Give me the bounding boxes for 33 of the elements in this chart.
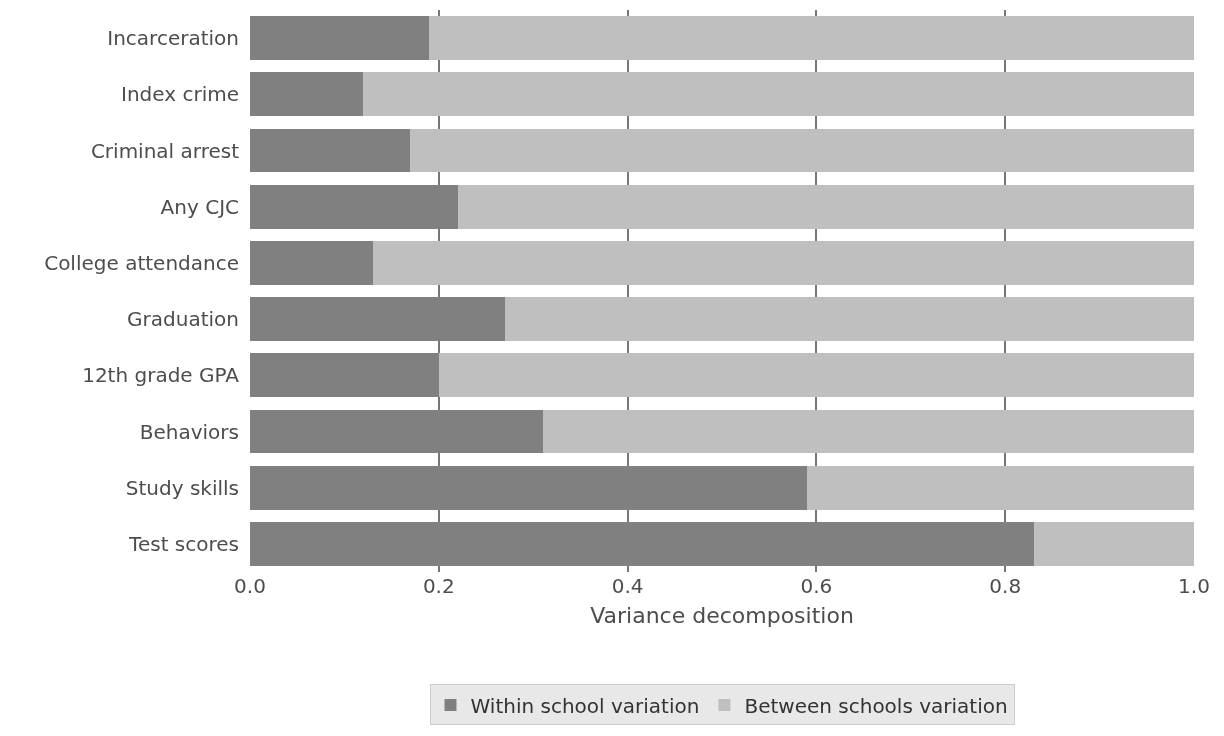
y-tick-label: Test scores <box>128 531 239 556</box>
bar <box>250 16 430 61</box>
x-axis-title: Variance decomposition <box>590 602 854 628</box>
y-tick-label: Any CJC <box>160 194 239 219</box>
bar <box>250 72 364 117</box>
bar <box>457 184 1194 229</box>
bar <box>363 72 1194 117</box>
bar <box>372 240 1194 285</box>
x-tick-label: 0.6 <box>800 574 833 598</box>
y-tick-label: Graduation <box>127 307 239 332</box>
y-tick-label: Index crime <box>121 82 239 107</box>
bar <box>1033 521 1194 566</box>
legend-label: Between schools variation <box>744 693 1008 718</box>
x-tick-label: 1.0 <box>1178 574 1210 598</box>
y-tick-label: College attendance <box>44 250 239 275</box>
bar <box>438 353 1194 398</box>
bar <box>429 16 1194 61</box>
y-tick-label: Incarceration <box>107 26 239 51</box>
bar <box>250 240 373 285</box>
bar <box>250 128 411 173</box>
bar <box>410 128 1194 173</box>
y-tick-label: Criminal arrest <box>90 138 240 163</box>
bar <box>542 409 1194 454</box>
x-tick-label: 0.0 <box>234 574 266 598</box>
legend-label: Within school variation <box>470 693 700 718</box>
x-tick-label: 0.8 <box>989 574 1022 598</box>
y-tick-label: Study skills <box>125 475 239 500</box>
y-tick-label: 12th grade GPA <box>82 363 240 388</box>
y-tick-label: Behaviors <box>139 419 239 444</box>
bar <box>806 465 1194 510</box>
x-tick-label: 0.2 <box>422 574 455 598</box>
x-tick-label: 0.4 <box>611 574 644 598</box>
bar <box>504 297 1194 342</box>
